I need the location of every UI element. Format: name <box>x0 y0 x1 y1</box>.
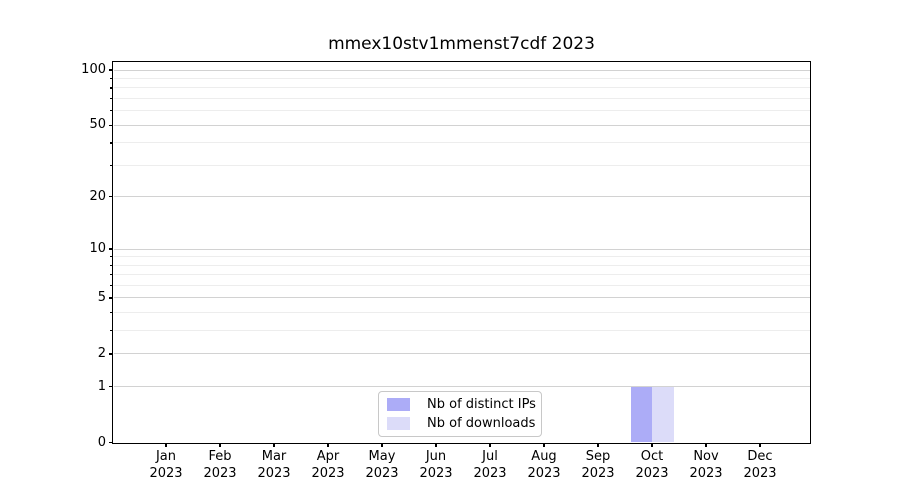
y-tick-label: 10 <box>89 241 106 257</box>
y-minor-tick <box>110 256 112 258</box>
x-tick-label: Sep 2023 <box>581 449 615 481</box>
x-tick-label: Apr 2023 <box>311 449 345 481</box>
gridline-minor <box>113 256 810 258</box>
gridline-minor <box>113 110 810 112</box>
x-tick <box>597 443 599 447</box>
x-tick-label: Aug 2023 <box>527 449 561 481</box>
y-tick-label: 5 <box>97 289 106 305</box>
y-tick-label: 100 <box>81 62 106 78</box>
x-tick-label: Jul 2023 <box>473 449 507 481</box>
x-tick <box>219 443 221 447</box>
y-minor-tick <box>110 77 112 80</box>
gridline-minor <box>113 98 810 100</box>
x-tick-label: Dec 2023 <box>743 449 777 481</box>
y-tick-label: 50 <box>89 117 106 133</box>
x-tick-label: Oct 2023 <box>635 449 669 481</box>
x-tick <box>489 443 491 447</box>
y-tick <box>108 124 112 126</box>
legend-item-distinct-ips: Nb of distinct IPs <box>387 396 541 412</box>
legend-label-distinct-ips: Nb of distinct IPs <box>427 396 536 412</box>
y-tick <box>108 196 112 198</box>
legend-swatch-downloads <box>387 417 410 430</box>
y-tick <box>108 248 112 250</box>
y-tick <box>108 441 112 444</box>
gridline-major <box>113 69 810 71</box>
bar-downloads <box>652 386 674 443</box>
x-tick-label: May 2023 <box>365 449 399 481</box>
gridline-minor <box>113 264 810 266</box>
gridline-major <box>113 248 810 250</box>
gridline-minor <box>113 142 810 144</box>
y-minor-tick <box>110 142 112 144</box>
y-minor-tick <box>110 311 112 314</box>
legend-swatch-distinct-ips <box>387 398 410 411</box>
y-tick-label: 0 <box>97 434 106 450</box>
x-tick <box>543 443 545 447</box>
y-tick-label: 1 <box>97 378 106 394</box>
gridline-minor <box>113 164 810 166</box>
plot-area <box>112 61 811 444</box>
y-minor-tick <box>110 164 112 167</box>
x-tick <box>759 443 761 447</box>
y-minor-tick <box>110 329 112 332</box>
x-tick <box>165 443 167 447</box>
chart-title: mmex10stv1mmenst7cdf 2023 <box>328 34 595 54</box>
gridline-minor <box>113 312 810 314</box>
x-tick <box>273 443 275 447</box>
y-tick <box>108 69 112 71</box>
gridline-minor <box>113 274 810 276</box>
gridline-minor <box>113 330 810 332</box>
y-tick <box>108 353 112 355</box>
y-tick <box>108 385 112 388</box>
y-minor-tick <box>110 284 112 287</box>
x-tick-label: Mar 2023 <box>257 449 291 481</box>
gridline-minor <box>113 87 810 89</box>
x-tick-label: Nov 2023 <box>689 449 723 481</box>
x-tick <box>327 443 329 447</box>
y-tick-label: 20 <box>89 188 106 204</box>
y-minor-tick <box>110 97 112 100</box>
x-tick <box>651 443 653 447</box>
gridline-minor <box>113 284 810 286</box>
x-tick-label: Jan 2023 <box>149 449 183 481</box>
y-minor-tick <box>110 110 112 112</box>
y-minor-tick <box>110 274 112 276</box>
gridline-major <box>113 297 810 299</box>
gridline-major <box>113 124 810 126</box>
y-minor-tick <box>110 87 112 89</box>
x-tick-label: Jun 2023 <box>419 449 453 481</box>
gridline-minor <box>113 78 810 80</box>
bar-distinct-ips <box>630 386 652 443</box>
y-tick <box>108 297 112 299</box>
gridline-major <box>113 196 810 198</box>
legend-item-downloads: Nb of downloads <box>387 415 541 431</box>
legend: Nb of distinct IPs Nb of downloads <box>378 391 542 437</box>
y-tick-label: 2 <box>97 345 106 361</box>
x-tick <box>705 443 707 447</box>
legend-label-downloads: Nb of downloads <box>427 415 536 431</box>
gridline-major <box>113 353 810 355</box>
y-minor-tick <box>110 264 112 266</box>
x-tick-label: Feb 2023 <box>203 449 237 481</box>
x-tick <box>381 443 383 447</box>
x-tick <box>435 443 437 447</box>
gridline-major <box>113 386 810 388</box>
